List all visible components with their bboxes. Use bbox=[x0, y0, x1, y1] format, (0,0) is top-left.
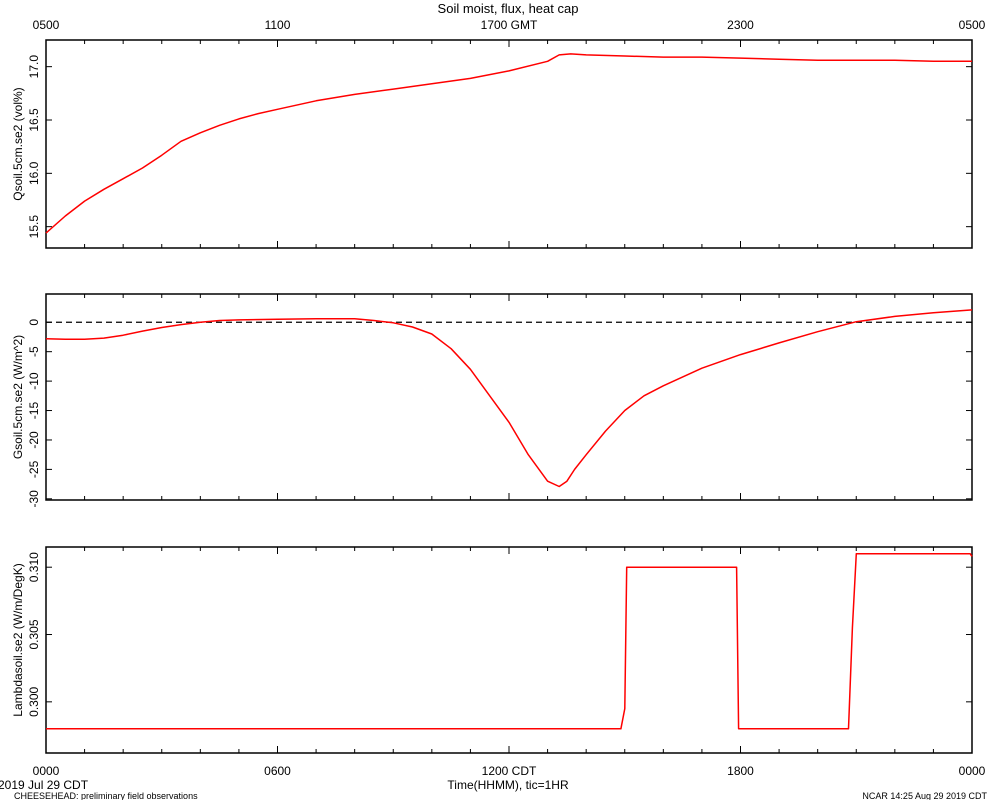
soil-heat-flux-y-tick-label: -25 bbox=[27, 460, 41, 478]
bottom-axis-tick-label: 1200 CDT bbox=[482, 764, 537, 778]
bottom-axis-tick-label: 0600 bbox=[264, 764, 291, 778]
soil-heat-flux-y-tick-label: -15 bbox=[27, 402, 41, 420]
soil-heat-flux-y-label: Gsoil.5cm.se2 (W/m^2) bbox=[11, 335, 25, 459]
soil-heat-flux-y-tick-label: -10 bbox=[27, 372, 41, 390]
footer-right-note: NCAR 14:25 Aug 29 2019 CDT bbox=[862, 791, 987, 800]
thermal-conductivity-series-line bbox=[46, 552, 973, 730]
soil-moisture-y-tick-label: 16.5 bbox=[27, 108, 41, 132]
chart-title: Soil moist, flux, heat cap bbox=[438, 1, 579, 16]
soil-heat-flux-y-tick-label: -5 bbox=[27, 346, 41, 357]
top-axis-tick-labels: 0500 1100 1700 GMT 2300 0500 bbox=[33, 18, 986, 32]
soil-heat-flux-panel: Gsoil.5cm.se2 (W/m^2) -30 -25 -20 -15 -10 -5 0 bbox=[11, 293, 973, 508]
soil-heat-flux-y-tick-label: -30 bbox=[27, 490, 41, 508]
bottom-axis-tick-labels: 0000 0600 1200 CDT 1800 0000 bbox=[33, 764, 986, 778]
soil-moisture-y-tick-label: 16.0 bbox=[27, 161, 41, 185]
soil-moisture-y-tick-label: 15.5 bbox=[27, 215, 41, 239]
soil-moisture-y-label: Qsoil.5cm.se2 (vol%) bbox=[11, 87, 25, 200]
thermal-conductivity-y-tick-label: 0.310 bbox=[27, 552, 41, 582]
bottom-axis-tick-label: 0000 bbox=[33, 764, 60, 778]
bottom-axis-tick-label: 0000 bbox=[959, 764, 986, 778]
soil-moisture-y-tick-label: 17.0 bbox=[27, 55, 41, 79]
thermal-conductivity-y-label: Lambdasoil.se2 (W/m/DegK) bbox=[11, 563, 25, 716]
top-axis-tick-label: 1100 bbox=[265, 18, 291, 32]
footer-left-note: CHEESEHEAD: preliminary field observatio… bbox=[14, 791, 198, 800]
x-axis-label: Time(HHMM), tic=1HR bbox=[447, 778, 569, 792]
soil-heat-flux-y-tick-label: 0 bbox=[27, 319, 41, 326]
top-axis-tick-label: 0500 bbox=[33, 18, 60, 32]
thermal-conductivity-panel: Lambdasoil.se2 (W/m/DegK) 0.300 0.305 0.31… bbox=[11, 546, 973, 754]
thermal-conductivity-y-tick-label: 0.305 bbox=[27, 619, 41, 649]
soil-moisture-panel: Qsoil.5cm.se2 (vol%) 15.5 16.0 16.5 17.0 bbox=[11, 39, 973, 249]
top-axis-tick-label: 0500 bbox=[959, 18, 986, 32]
soil-moisture-series-line bbox=[45, 53, 972, 234]
date-label: 2019 Jul 29 CDT bbox=[0, 778, 89, 792]
thermal-conductivity-y-tick-label: 0.300 bbox=[27, 686, 41, 716]
soil-heat-flux-y-tick-label: -20 bbox=[27, 431, 41, 449]
soil-heat-flux-plot-frame bbox=[45, 293, 973, 501]
thermal-conductivity-plot-frame bbox=[45, 546, 973, 754]
top-axis-tick-label: 2300 bbox=[727, 18, 754, 32]
soil-heat-flux-series-line bbox=[45, 309, 973, 488]
bottom-axis-tick-label: 1800 bbox=[727, 764, 754, 778]
top-axis-tick-label: 1700 GMT bbox=[481, 18, 538, 32]
